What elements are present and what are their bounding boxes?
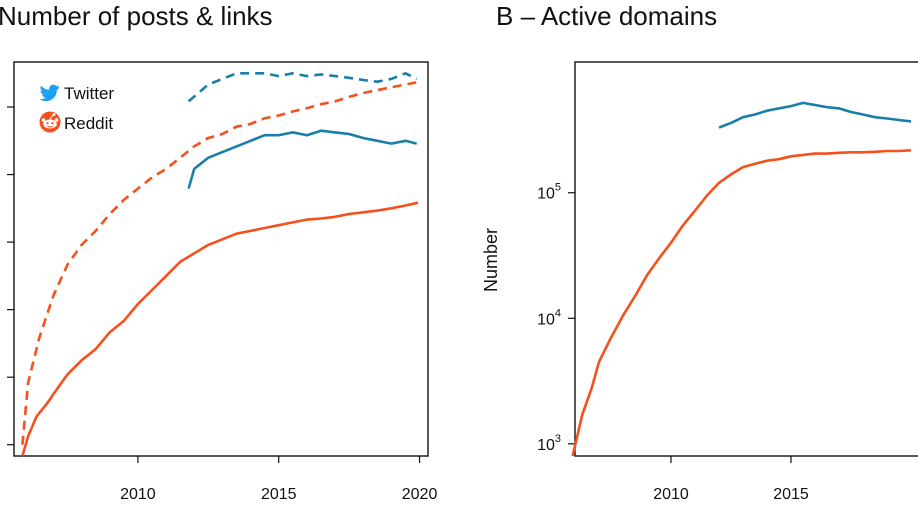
reddit-alien-icon [39,111,61,133]
panel-b: B – Active domains Number 103 104 105 2010… [481,1,918,503]
panel-b-y-tick-label-2: 105 [537,182,561,203]
panel-b-y-tick-label-1: 104 [537,307,561,328]
panel-b-x-ticks: 2010 2015 [653,456,809,503]
panel-a-series [21,72,420,457]
panel-a-x-tick-label-2: 2020 [402,486,438,503]
panel-b-x-tick-label-1: 2015 [773,486,809,503]
panel-a-x-ticks: 2010 2015 2020 [120,456,437,503]
panel-a-plot-frame [13,61,429,457]
panel-a-title: Number of posts & links [0,1,273,31]
panel-a-y-ticks [7,106,14,446]
panel-a-series-twitter-solid [187,129,418,189]
panel-a: Number of posts & links 2010 2015 2020 Twi… [0,1,437,503]
panel-b-plot-frame [574,61,918,457]
panel-b-series [571,101,912,457]
legend-label-twitter: Twitter [64,84,114,103]
panel-a-series-reddit-dashed [21,80,420,445]
panel-b-y-ticks: 103 104 105 [537,182,575,454]
twitter-bird-icon [39,84,60,102]
panel-a-x-tick-label-1: 2015 [261,486,297,503]
legend: Twitter Reddit [39,84,114,133]
panel-a-x-tick-label-0: 2010 [120,486,156,503]
panel-a-series-twitter-dashed [187,72,418,103]
legend-label-reddit: Reddit [64,114,113,133]
panel-b-y-axis-label: Number [481,228,501,292]
panel-b-series-reddit [571,149,912,457]
panel-b-y-tick-label-0: 103 [537,433,561,454]
panel-b-x-tick-label-0: 2010 [653,486,689,503]
panel-b-title: B – Active domains [496,1,717,31]
panel-b-series-twitter [718,101,912,129]
panel-a-series-reddit-solid [21,201,419,457]
